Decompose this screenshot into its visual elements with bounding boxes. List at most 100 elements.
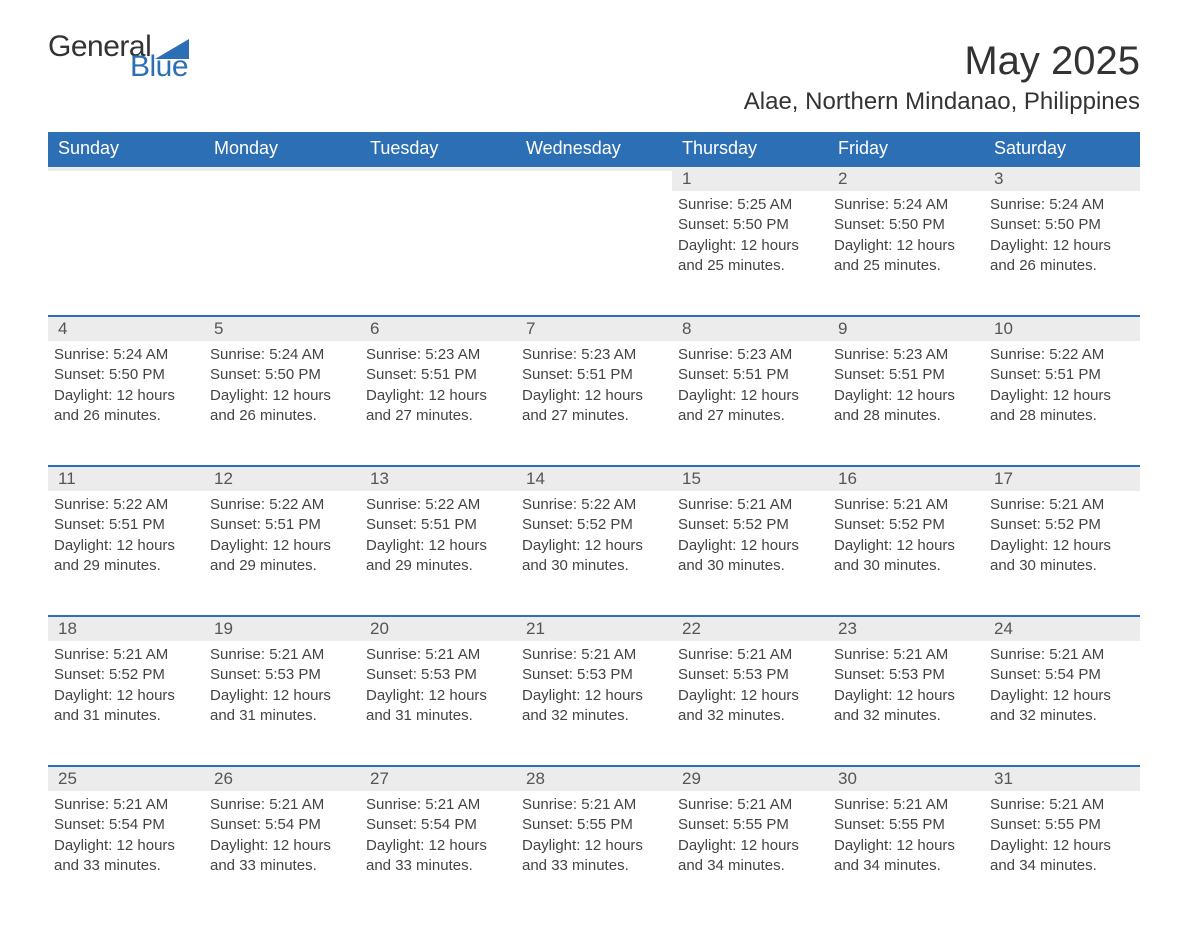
day-daylight1: Daylight: 12 hours — [834, 686, 974, 706]
day-sunrise: Sunrise: 5:21 AM — [366, 795, 506, 815]
calendar-day-number-cell: 5 — [204, 315, 360, 341]
day-daylight1: Daylight: 12 hours — [210, 536, 350, 556]
day-sunset: Sunset: 5:51 PM — [990, 365, 1130, 385]
day-body: Sunrise: 5:21 AMSunset: 5:54 PMDaylight:… — [360, 791, 516, 886]
day-number: 30 — [828, 765, 984, 791]
calendar-day-number-cell: 9 — [828, 315, 984, 341]
day-daylight2: and 28 minutes. — [834, 406, 974, 426]
day-sunrise: Sunrise: 5:24 AM — [834, 195, 974, 215]
day-daylight2: and 32 minutes. — [834, 706, 974, 726]
day-sunset: Sunset: 5:52 PM — [54, 665, 194, 685]
day-sunset: Sunset: 5:55 PM — [522, 815, 662, 835]
day-number: 7 — [516, 315, 672, 341]
weekday-header: Tuesday — [360, 132, 516, 165]
day-daylight2: and 28 minutes. — [990, 406, 1130, 426]
day-number: 11 — [48, 465, 204, 491]
day-daylight2: and 33 minutes. — [366, 856, 506, 876]
day-sunrise: Sunrise: 5:23 AM — [366, 345, 506, 365]
day-number: 6 — [360, 315, 516, 341]
day-sunrise: Sunrise: 5:21 AM — [522, 795, 662, 815]
calendar-day-number-cell: 4 — [48, 315, 204, 341]
calendar-day-body-cell: Sunrise: 5:21 AMSunset: 5:55 PMDaylight:… — [984, 791, 1140, 915]
day-sunset: Sunset: 5:51 PM — [834, 365, 974, 385]
calendar-day-number-cell: 27 — [360, 765, 516, 791]
day-daylight1: Daylight: 12 hours — [678, 536, 818, 556]
day-number: 24 — [984, 615, 1140, 641]
day-daylight2: and 26 minutes. — [54, 406, 194, 426]
day-sunrise: Sunrise: 5:21 AM — [54, 645, 194, 665]
calendar-day-number-cell: 14 — [516, 465, 672, 491]
day-sunset: Sunset: 5:52 PM — [522, 515, 662, 535]
day-daylight1: Daylight: 12 hours — [990, 536, 1130, 556]
day-number: 21 — [516, 615, 672, 641]
calendar-day-number-cell: 31 — [984, 765, 1140, 791]
day-sunset: Sunset: 5:52 PM — [678, 515, 818, 535]
day-number: 16 — [828, 465, 984, 491]
calendar-day-number-cell: 20 — [360, 615, 516, 641]
day-body: Sunrise: 5:21 AMSunset: 5:53 PMDaylight:… — [516, 641, 672, 736]
weekday-header-row: SundayMondayTuesdayWednesdayThursdayFrid… — [48, 132, 1140, 165]
day-sunset: Sunset: 5:55 PM — [990, 815, 1130, 835]
calendar-day-number-cell — [204, 165, 360, 191]
day-daylight1: Daylight: 12 hours — [678, 836, 818, 856]
calendar-day-body-cell: Sunrise: 5:21 AMSunset: 5:54 PMDaylight:… — [48, 791, 204, 915]
day-daylight2: and 26 minutes. — [990, 256, 1130, 276]
calendar-day-number-cell: 17 — [984, 465, 1140, 491]
day-daylight2: and 33 minutes. — [54, 856, 194, 876]
day-daylight2: and 29 minutes. — [210, 556, 350, 576]
day-number: 27 — [360, 765, 516, 791]
day-sunrise: Sunrise: 5:21 AM — [990, 795, 1130, 815]
day-daylight1: Daylight: 12 hours — [678, 386, 818, 406]
day-body: Sunrise: 5:25 AMSunset: 5:50 PMDaylight:… — [672, 191, 828, 286]
calendar-day-number-cell: 1 — [672, 165, 828, 191]
week-body-row: Sunrise: 5:21 AMSunset: 5:52 PMDaylight:… — [48, 641, 1140, 765]
day-sunset: Sunset: 5:53 PM — [678, 665, 818, 685]
day-sunrise: Sunrise: 5:21 AM — [210, 645, 350, 665]
day-daylight1: Daylight: 12 hours — [54, 686, 194, 706]
calendar-day-body-cell: Sunrise: 5:24 AMSunset: 5:50 PMDaylight:… — [828, 191, 984, 315]
week-number-row: 18192021222324 — [48, 615, 1140, 641]
day-body: Sunrise: 5:21 AMSunset: 5:55 PMDaylight:… — [672, 791, 828, 886]
calendar-day-body-cell: Sunrise: 5:21 AMSunset: 5:53 PMDaylight:… — [360, 641, 516, 765]
day-daylight1: Daylight: 12 hours — [834, 836, 974, 856]
calendar-day-body-cell: Sunrise: 5:21 AMSunset: 5:53 PMDaylight:… — [828, 641, 984, 765]
day-body: Sunrise: 5:22 AMSunset: 5:51 PMDaylight:… — [360, 491, 516, 586]
day-sunset: Sunset: 5:55 PM — [678, 815, 818, 835]
calendar-day-body-cell: Sunrise: 5:21 AMSunset: 5:52 PMDaylight:… — [828, 491, 984, 615]
day-body: Sunrise: 5:24 AMSunset: 5:50 PMDaylight:… — [828, 191, 984, 286]
day-body — [48, 191, 204, 205]
day-body: Sunrise: 5:21 AMSunset: 5:53 PMDaylight:… — [204, 641, 360, 736]
calendar-day-body-cell: Sunrise: 5:21 AMSunset: 5:54 PMDaylight:… — [204, 791, 360, 915]
day-number: 22 — [672, 615, 828, 641]
calendar-day-number-cell: 16 — [828, 465, 984, 491]
day-daylight1: Daylight: 12 hours — [54, 386, 194, 406]
day-number: 1 — [672, 165, 828, 191]
day-daylight2: and 33 minutes. — [522, 856, 662, 876]
day-sunset: Sunset: 5:52 PM — [990, 515, 1130, 535]
day-body: Sunrise: 5:22 AMSunset: 5:52 PMDaylight:… — [516, 491, 672, 586]
calendar-day-body-cell: Sunrise: 5:21 AMSunset: 5:55 PMDaylight:… — [516, 791, 672, 915]
day-daylight1: Daylight: 12 hours — [522, 836, 662, 856]
day-daylight1: Daylight: 12 hours — [834, 536, 974, 556]
day-daylight2: and 29 minutes. — [54, 556, 194, 576]
day-body: Sunrise: 5:21 AMSunset: 5:53 PMDaylight:… — [672, 641, 828, 736]
calendar-day-body-cell: Sunrise: 5:24 AMSunset: 5:50 PMDaylight:… — [984, 191, 1140, 315]
calendar-day-number-cell: 21 — [516, 615, 672, 641]
day-daylight1: Daylight: 12 hours — [366, 386, 506, 406]
day-number: 18 — [48, 615, 204, 641]
weekday-header: Wednesday — [516, 132, 672, 165]
weekday-header: Friday — [828, 132, 984, 165]
day-body: Sunrise: 5:24 AMSunset: 5:50 PMDaylight:… — [984, 191, 1140, 286]
calendar-day-body-cell: Sunrise: 5:21 AMSunset: 5:52 PMDaylight:… — [672, 491, 828, 615]
calendar-day-body-cell: Sunrise: 5:23 AMSunset: 5:51 PMDaylight:… — [516, 341, 672, 465]
day-daylight1: Daylight: 12 hours — [834, 236, 974, 256]
calendar-day-number-cell — [360, 165, 516, 191]
day-sunset: Sunset: 5:54 PM — [54, 815, 194, 835]
week-body-row: Sunrise: 5:24 AMSunset: 5:50 PMDaylight:… — [48, 341, 1140, 465]
day-sunrise: Sunrise: 5:21 AM — [678, 795, 818, 815]
day-body: Sunrise: 5:21 AMSunset: 5:54 PMDaylight:… — [204, 791, 360, 886]
calendar-day-number-cell — [48, 165, 204, 191]
day-sunset: Sunset: 5:54 PM — [366, 815, 506, 835]
day-body: Sunrise: 5:23 AMSunset: 5:51 PMDaylight:… — [672, 341, 828, 436]
day-number: 31 — [984, 765, 1140, 791]
